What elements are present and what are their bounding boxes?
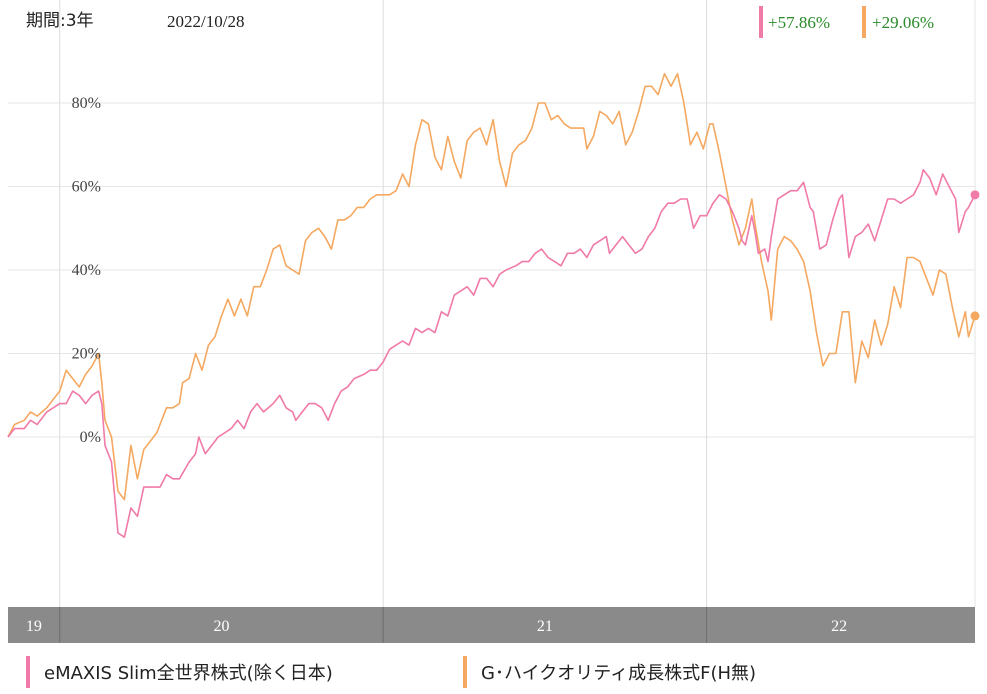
year-axis-bar <box>8 607 975 643</box>
series-lines <box>7 73 980 538</box>
chart-background <box>0 0 987 650</box>
legend-item-emaxis: eMAXIS Slim全世界株式(除く日本) <box>26 656 333 688</box>
grid <box>8 0 976 607</box>
year-label: 22 <box>831 618 847 635</box>
return-swatch-1 <box>759 6 763 38</box>
y-tick-label: 40% <box>72 262 101 279</box>
legend-item-g-high-quality: G･ハイクオリティ成長株式F(H無) <box>463 656 756 688</box>
return-value-2: +29.06% <box>872 13 934 32</box>
year-label: 21 <box>537 618 553 635</box>
legend-swatch-orange <box>463 656 467 688</box>
return-swatch-2 <box>862 6 866 38</box>
series-end-marker-emaxis <box>970 190 980 200</box>
y-tick-label: 0% <box>80 429 101 446</box>
period-label: 期間:3年 <box>26 11 94 31</box>
legend-swatch-pink <box>26 656 30 688</box>
date-label: 2022/10/28 <box>167 12 244 31</box>
year-label: 19 <box>26 618 42 635</box>
year-axis-labels: 19 20 21 22 <box>26 607 847 643</box>
series-line-emaxis <box>7 169 976 538</box>
series-line-g-high-quality <box>7 73 976 501</box>
y-tick-label: 80% <box>72 95 101 112</box>
legend-label: eMAXIS Slim全世界株式(除く日本) <box>44 663 333 684</box>
legend-label: G･ハイクオリティ成長株式F(H無) <box>481 663 757 684</box>
y-axis-tick-labels: 0% 20% 40% 60% 80% <box>72 95 101 446</box>
year-label: 20 <box>213 618 229 635</box>
y-tick-label: 20% <box>72 346 101 363</box>
y-tick-label: 60% <box>72 179 101 196</box>
return-value-1: +57.86% <box>768 13 830 32</box>
series-end-marker-g-high-quality <box>970 311 980 321</box>
